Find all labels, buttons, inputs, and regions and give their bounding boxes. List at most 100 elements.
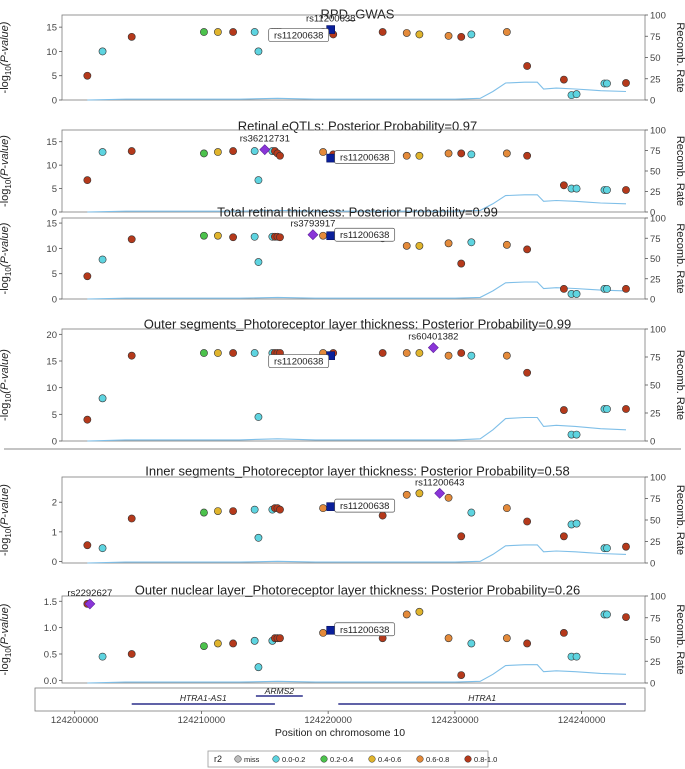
lead-snp-label-box [334, 227, 396, 242]
y-axis-label: -log10(P-value) [0, 484, 13, 556]
lead-snp-square [326, 231, 335, 241]
snp-point [83, 71, 92, 80]
snp-point [502, 634, 511, 643]
y2-tick-label: 75 [650, 32, 661, 43]
y2-tick-label: 50 [650, 635, 661, 646]
lead-snp-label-box [268, 28, 330, 42]
x-tick-label: 124210000 [178, 715, 226, 726]
y2-tick-label: 25 [650, 537, 661, 548]
y-tick-label: 10 [46, 47, 57, 58]
lead-snp-label: rs11200638 [274, 31, 323, 42]
y-tick-label: 5 [52, 410, 57, 421]
lead-snp-label: rs11200638 [274, 357, 323, 368]
snp-point [83, 541, 92, 550]
y-tick-label: 10 [46, 161, 57, 172]
x-axis-label: Position on chromosome 10 [275, 727, 405, 739]
snp-point [83, 272, 92, 281]
snp-point [444, 149, 453, 158]
y2-axis-label: Recomb. Rate [674, 22, 685, 92]
y-tick-label: 0 [52, 208, 57, 219]
y2-tick-label: 50 [650, 53, 661, 64]
panel-4: Outer segments_Photoreceptor layer thick… [0, 317, 685, 448]
snp-point [127, 351, 136, 360]
snp-point [502, 504, 511, 513]
recomb-rate-line [87, 416, 627, 442]
snp-point [276, 151, 284, 160]
snp-point [229, 233, 237, 242]
y-tick-label: 0 [52, 557, 57, 568]
snp-point [467, 508, 476, 517]
snp-point [622, 284, 630, 293]
recomb-rate-line [87, 281, 627, 300]
legend-box [207, 750, 489, 768]
y2-tick-label: 75 [650, 613, 661, 624]
y-axis-label: -log10(P-value) [0, 21, 13, 93]
credible-variant-diamond [259, 144, 271, 156]
legend-label: 0.2-0.4 [330, 755, 353, 764]
y2-axis-label: Recomb. Rate [674, 604, 685, 674]
snp-point [200, 508, 208, 517]
snp-point [572, 290, 581, 298]
snp-point [402, 151, 411, 160]
legend-swatch [464, 755, 472, 763]
snp-point [378, 28, 387, 36]
snp-point [200, 349, 208, 357]
y-tick-label: 15 [46, 137, 57, 148]
snp-point [467, 150, 476, 159]
snp-point [467, 351, 476, 360]
snp-point [415, 349, 424, 357]
r2-legend: r2 miss 0.0-0.2 0.2-0.4 0.4-0.6 0.6-0.8 0.8-1.… [207, 750, 497, 768]
panel-frame [61, 595, 646, 684]
recomb-rate-line [87, 194, 627, 213]
snp-point [276, 505, 284, 514]
y2-axis-label: Recomb. Rate [674, 223, 685, 293]
snp-point [559, 629, 568, 637]
snp-point [213, 148, 222, 156]
snp-point [378, 511, 387, 520]
credible-variant-label: rs2292627 [67, 588, 112, 599]
legend-label: 0.4-0.6 [378, 755, 401, 764]
panel-title: Retinal eQTLs: Posterior Probability=0.9… [238, 119, 478, 134]
panel-frame [61, 129, 646, 213]
credible-variant-label: rs36212731 [240, 134, 290, 145]
snp-point [559, 284, 568, 293]
y2-tick-label: 50 [650, 254, 661, 265]
panel-1: RPD_GWAS 0 5 10 15 0 25 50 75 100 -log10(P-value) R… [0, 7, 685, 107]
y-tick-label: 0 [52, 437, 57, 448]
lead-snp-label-box [334, 622, 396, 637]
lead-snp-label: rs11200638 [340, 230, 389, 241]
panel-6: Outer nuclear layer_Photoreceptor layer … [0, 583, 685, 690]
snp-point [200, 642, 208, 650]
snp-point [213, 28, 222, 36]
panel-frame [61, 476, 646, 564]
y-tick-label: 0.5 [44, 650, 57, 661]
snp-point [572, 652, 581, 661]
credible-variant-label: rs3793917 [290, 219, 335, 230]
snp-point [457, 149, 466, 158]
y-tick-label: 10 [46, 244, 57, 255]
snp-point [572, 430, 581, 439]
snp-point [213, 507, 222, 516]
snp-point [98, 148, 107, 156]
y2-axis-label: Recomb. Rate [674, 350, 685, 420]
snp-point [402, 610, 411, 619]
snp-point [402, 349, 411, 357]
lead-snp-square [326, 625, 335, 635]
snp-point [127, 235, 136, 244]
snp-point [250, 505, 259, 514]
snp-point [127, 32, 136, 41]
snp-point [572, 184, 581, 193]
snp-point [603, 284, 611, 293]
panel-title: Outer nuclear layer_Photoreceptor layer … [135, 583, 580, 598]
snp-point [415, 489, 424, 498]
y2-tick-label: 75 [650, 234, 661, 245]
x-tick-label: 124230000 [431, 715, 479, 726]
snp-point [83, 415, 92, 424]
snp-point [200, 231, 208, 240]
y-axis-label: -log10(P-value) [0, 603, 13, 675]
snp-point [229, 639, 237, 648]
y2-tick-label: 0 [650, 437, 655, 448]
panel-title: RPD_GWAS [321, 7, 395, 22]
snp-point [213, 639, 222, 648]
y-tick-label: 2 [52, 498, 57, 509]
